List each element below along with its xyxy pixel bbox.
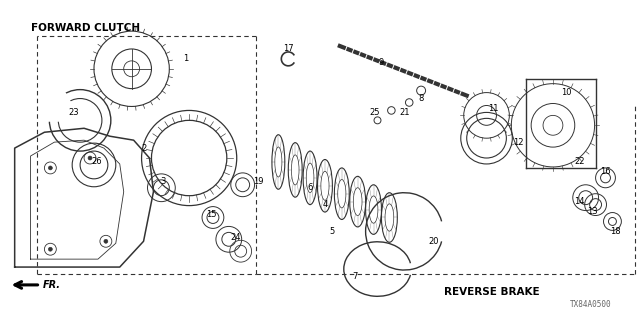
Text: TX84A0500: TX84A0500 (570, 300, 611, 309)
Text: 22: 22 (575, 157, 585, 166)
Text: 25: 25 (369, 108, 380, 117)
Text: 5: 5 (329, 227, 335, 236)
Circle shape (406, 99, 413, 106)
Text: 3: 3 (161, 177, 166, 186)
Text: 15: 15 (205, 210, 216, 219)
Circle shape (88, 156, 92, 160)
Text: 12: 12 (513, 138, 524, 147)
Text: 14: 14 (575, 197, 585, 206)
Text: 8: 8 (419, 94, 424, 103)
Text: 10: 10 (561, 88, 571, 97)
Text: 2: 2 (141, 144, 146, 153)
Text: 9: 9 (379, 58, 384, 67)
Text: 23: 23 (69, 108, 79, 117)
Circle shape (104, 239, 108, 243)
Circle shape (49, 166, 52, 170)
Text: 4: 4 (323, 200, 328, 209)
Circle shape (388, 107, 395, 114)
Text: 26: 26 (92, 157, 102, 166)
Text: 19: 19 (253, 177, 264, 186)
Text: 21: 21 (399, 108, 410, 117)
Circle shape (374, 117, 381, 124)
Text: 1: 1 (184, 54, 189, 63)
Text: 24: 24 (230, 233, 241, 242)
Text: REVERSE BRAKE: REVERSE BRAKE (444, 287, 540, 297)
Text: 20: 20 (429, 237, 439, 246)
Wedge shape (49, 93, 70, 120)
Text: FR.: FR. (42, 280, 60, 290)
Text: 18: 18 (610, 227, 621, 236)
Text: 17: 17 (283, 44, 294, 53)
Text: 7: 7 (352, 272, 357, 282)
Text: 6: 6 (307, 183, 313, 192)
Circle shape (417, 86, 426, 95)
Text: FORWARD CLUTCH: FORWARD CLUTCH (31, 23, 140, 33)
Text: 16: 16 (600, 167, 611, 176)
Text: 13: 13 (588, 207, 598, 216)
Circle shape (49, 247, 52, 251)
Text: 11: 11 (488, 104, 499, 113)
